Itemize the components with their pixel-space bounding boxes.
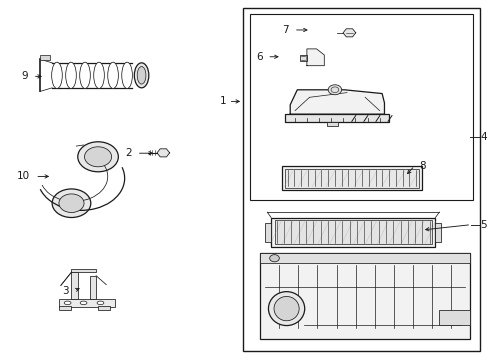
Bar: [40, 61, 158, 90]
Ellipse shape: [64, 301, 71, 305]
Ellipse shape: [97, 301, 103, 305]
Ellipse shape: [80, 301, 87, 305]
Bar: [284, 168, 418, 188]
Ellipse shape: [65, 62, 76, 89]
Circle shape: [78, 142, 118, 172]
Polygon shape: [306, 49, 324, 66]
Ellipse shape: [80, 62, 90, 89]
Polygon shape: [289, 90, 384, 114]
Bar: [270, 217, 435, 247]
Ellipse shape: [268, 292, 304, 325]
Text: 3: 3: [62, 286, 69, 296]
Bar: [285, 114, 388, 122]
Bar: [98, 306, 110, 310]
Bar: [260, 253, 469, 263]
Text: 7: 7: [282, 25, 288, 35]
Text: 6: 6: [255, 52, 262, 62]
Circle shape: [52, 189, 91, 217]
Bar: [90, 276, 96, 299]
Bar: [59, 299, 115, 307]
Polygon shape: [343, 29, 355, 37]
Text: 5: 5: [479, 220, 486, 230]
Ellipse shape: [52, 62, 62, 89]
Bar: [274, 220, 431, 244]
Ellipse shape: [122, 62, 132, 89]
Text: 2: 2: [125, 148, 132, 158]
Bar: [243, 8, 479, 351]
Bar: [250, 14, 472, 200]
Ellipse shape: [107, 62, 118, 89]
Bar: [71, 269, 96, 272]
Bar: [265, 222, 270, 242]
Circle shape: [84, 147, 111, 167]
Circle shape: [269, 255, 279, 262]
Polygon shape: [157, 149, 169, 157]
Bar: [260, 253, 469, 339]
Ellipse shape: [137, 67, 145, 84]
Bar: [435, 222, 440, 242]
Text: 10: 10: [17, 171, 30, 181]
Bar: [40, 55, 50, 60]
Text: 4: 4: [479, 132, 486, 142]
Ellipse shape: [94, 62, 104, 89]
Bar: [326, 122, 338, 126]
Text: 8: 8: [419, 161, 425, 171]
Bar: [59, 306, 71, 310]
Ellipse shape: [273, 296, 299, 321]
Text: 1: 1: [219, 96, 226, 107]
Bar: [438, 310, 469, 325]
Circle shape: [327, 85, 341, 95]
Bar: [300, 55, 306, 61]
Bar: [281, 166, 421, 190]
Circle shape: [59, 194, 84, 212]
Ellipse shape: [134, 63, 148, 88]
Text: 9: 9: [21, 71, 28, 81]
Bar: [71, 272, 78, 299]
